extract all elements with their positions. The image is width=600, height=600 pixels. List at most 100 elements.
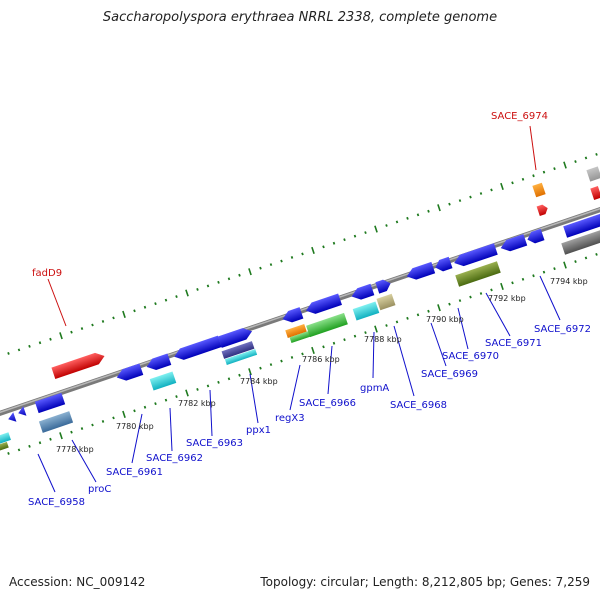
inner-track-tick <box>28 444 31 448</box>
label-proC: proC <box>88 484 111 495</box>
inner-track-tick <box>332 341 336 345</box>
gene-proC[interactable] <box>38 411 74 433</box>
outer-track-tick <box>28 344 31 348</box>
inner-track-tick <box>154 402 157 406</box>
inner-track-tick <box>521 277 525 281</box>
inner-track-tick <box>196 388 199 391</box>
inner-track-tick <box>290 356 294 359</box>
outer-track-tick <box>479 192 483 195</box>
gene-SACE_6968[interactable] <box>376 293 396 311</box>
outer-track-tick <box>101 320 105 323</box>
inner-track-tick <box>70 430 73 434</box>
inner-track-tick <box>427 309 430 313</box>
gene-SACE_6958-upper[interactable] <box>34 392 66 414</box>
gene-SACE_6962[interactable] <box>149 371 177 391</box>
kbp-7782: 7782 kbp <box>178 399 216 408</box>
gene-SACE_6971[interactable] <box>455 261 501 287</box>
inner-track-tick <box>122 410 126 418</box>
kbp-7788: 7788 kbp <box>364 335 402 344</box>
outer-track-tick <box>343 238 346 242</box>
gene-SACE_6968-upper[interactable] <box>375 278 392 294</box>
inner-track-tick <box>112 416 115 420</box>
outer-track-tick <box>364 231 367 235</box>
inner-track-tick <box>500 282 504 290</box>
gene-regX3-upper[interactable] <box>281 307 304 325</box>
inner-track-tick <box>511 281 514 285</box>
gene-SACE_6970[interactable] <box>433 256 453 273</box>
inner-track-tick <box>217 380 220 384</box>
gene-small-a[interactable] <box>7 412 17 424</box>
gene-edge-olive[interactable] <box>0 441 9 452</box>
gene-grey-edge[interactable] <box>586 166 600 182</box>
gene-SACE_6974[interactable] <box>536 203 550 217</box>
gene-SACE_6963[interactable] <box>172 335 222 363</box>
gene-blue-edge[interactable] <box>563 212 600 238</box>
outer-track-tick <box>332 241 336 245</box>
outer-track-tick <box>448 202 451 206</box>
inner-track-tick <box>301 352 304 356</box>
label-SACE_6974: SACE_6974 <box>491 111 548 122</box>
label-SACE_6966: SACE_6966 <box>299 398 356 409</box>
gene-small-b[interactable] <box>17 406 27 418</box>
label-SACE_6969: SACE_6969 <box>421 369 478 380</box>
outer-track-tick <box>17 348 21 352</box>
gene-gpmA[interactable] <box>352 301 380 321</box>
gene-SACE_6961b[interactable] <box>145 353 172 372</box>
gene-regX3-orange[interactable] <box>285 324 307 338</box>
gene-ppx1[interactable] <box>224 349 258 365</box>
outer-track-tick <box>70 330 73 334</box>
inner-track-tick <box>574 260 577 263</box>
inner-track-tick <box>206 384 210 388</box>
label-ppx1: ppx1 <box>246 425 271 436</box>
gene-ppx1-upper[interactable] <box>217 326 254 348</box>
gene-SACE_6966-upper[interactable] <box>304 293 342 317</box>
gene-edge-cyan[interactable] <box>0 432 11 445</box>
outer-track-tick <box>490 188 493 192</box>
gene-SACE_6974-orange[interactable] <box>532 182 546 198</box>
outer-track-tick <box>238 273 241 277</box>
inner-track-tick <box>553 267 556 271</box>
outer-track-tick <box>437 204 441 212</box>
inner-track-tick <box>259 366 262 370</box>
gene-red-edge[interactable] <box>590 186 600 200</box>
gene-ppx1-purple[interactable] <box>221 341 255 359</box>
inner-track-tick <box>164 398 168 402</box>
outer-track-tick <box>301 252 304 256</box>
inner-track-tick <box>91 423 94 427</box>
outer-track-tick <box>133 309 136 313</box>
outer-track-tick <box>185 289 189 297</box>
inner-track-tick <box>311 346 315 354</box>
label-SACE_6972: SACE_6972 <box>534 324 591 335</box>
outer-track-tick <box>49 337 52 341</box>
gene-fadD9[interactable] <box>51 350 106 380</box>
outer-track-tick <box>91 323 94 327</box>
gene-labels: SACE_6974 fadD9 SACE_6958 proC SACE_6961… <box>28 111 591 508</box>
gene-SACE_6966[interactable] <box>306 312 348 338</box>
label-gpmA: gpmA <box>360 383 389 394</box>
inner-track-tick <box>542 270 546 274</box>
inner-track-tick <box>364 331 367 335</box>
kbp-7792: 7792 kbp <box>488 294 526 303</box>
scale-labels: 7778 kbp 7780 kbp 7782 kbp 7784 kbp 7786… <box>56 277 588 454</box>
map-title: Saccharopolyspora erythraea NRRL 2338, c… <box>102 10 498 25</box>
gene-gpmA-upper[interactable] <box>350 283 375 302</box>
outer-track-tick <box>38 341 42 345</box>
inner-track-tick <box>374 325 378 333</box>
label-regX3: regX3 <box>275 413 305 424</box>
gene-regX3[interactable] <box>289 330 311 344</box>
outer-track-tick <box>458 199 462 203</box>
inner-track-tick <box>595 252 598 256</box>
gene-SACE_6972b[interactable] <box>525 228 545 245</box>
outer-track-tick <box>175 295 178 298</box>
inner-track-tick <box>280 359 283 363</box>
outer-track-tick <box>532 174 535 178</box>
outer-track-tick <box>269 263 273 267</box>
outer-track-tick <box>553 167 556 171</box>
gene-SACE_6972[interactable] <box>561 229 600 255</box>
gene-SACE_6961[interactable] <box>115 363 144 383</box>
gene-SACE_6969[interactable] <box>405 261 436 282</box>
kbp-7778: 7778 kbp <box>56 445 94 454</box>
gene-SACE_6971-upper[interactable] <box>452 243 498 268</box>
gene-SACE_6972-upper[interactable] <box>499 234 528 254</box>
outer-track-tick <box>322 245 325 249</box>
